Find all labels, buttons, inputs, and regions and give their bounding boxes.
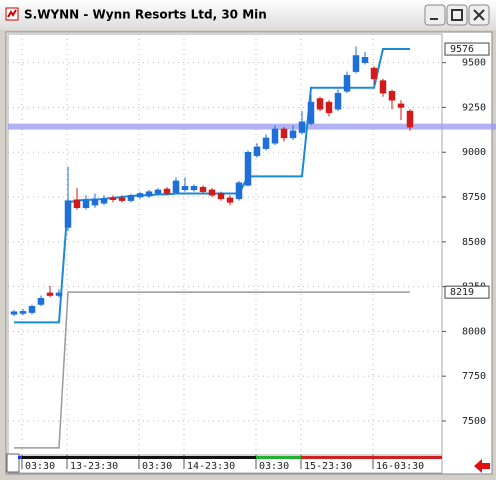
candle-body [316, 98, 324, 110]
candle-body [352, 55, 360, 72]
candle-body [136, 193, 144, 198]
y-tick-label: 9500 [462, 58, 486, 69]
candle-body [55, 292, 63, 296]
y-tick-label: 8000 [462, 326, 486, 337]
candle-body [379, 80, 387, 94]
y-tick-label: 7500 [462, 416, 486, 427]
candle-body [361, 57, 369, 63]
plot-area [7, 33, 443, 456]
last-price-box [444, 285, 490, 299]
x-tick-label: 03:30 [259, 461, 289, 472]
candle-body [235, 182, 243, 200]
candle-body [370, 67, 378, 80]
candle-body [163, 188, 171, 194]
candle-body [64, 200, 72, 228]
minimize-button[interactable] [424, 4, 446, 26]
candle-body [19, 311, 27, 314]
indicator-line [14, 291, 410, 449]
last-price-label: 8219 [450, 287, 474, 298]
candle-body [37, 297, 45, 305]
candle-body [388, 91, 396, 101]
candle-body [199, 186, 207, 192]
session-bar [256, 456, 301, 459]
last-price-label: 9576 [450, 44, 474, 55]
session-bar [373, 456, 442, 459]
candle-body [28, 306, 36, 313]
title-bar [0, 0, 496, 30]
candle-body [127, 194, 135, 201]
candle-body [343, 74, 351, 92]
candle-body [109, 197, 117, 200]
candle-body [154, 189, 162, 194]
candle-body [271, 128, 279, 144]
session-bar [67, 456, 139, 459]
candle-body [91, 198, 99, 206]
candle-body [100, 198, 108, 204]
session-bar [22, 456, 67, 459]
close-glyph [473, 9, 485, 21]
y-tick-label: 9250 [462, 102, 486, 113]
candle-body [325, 101, 333, 114]
candle-body [10, 311, 18, 315]
candle-body [226, 197, 234, 203]
candle-body [172, 180, 180, 193]
candle-body [406, 110, 414, 128]
candle-body [118, 197, 126, 201]
x-tick-label: 03:30 [25, 461, 55, 472]
candle-body [82, 200, 90, 209]
y-tick-label: 9000 [462, 147, 486, 158]
candle-body [280, 128, 288, 139]
session-bar [18, 456, 22, 459]
session-bar [139, 456, 184, 459]
candle-body [46, 292, 54, 296]
session-bar [301, 456, 373, 459]
maximize-button[interactable] [446, 4, 468, 26]
candle-body [334, 92, 342, 110]
maximize-glyph [451, 9, 463, 21]
candle-body [307, 101, 315, 124]
candle-body [253, 146, 261, 157]
last-price-box [444, 42, 490, 56]
window-buttons[interactable] [424, 4, 490, 26]
candle-body [208, 189, 216, 196]
candle-body [73, 199, 81, 209]
session-bar [184, 456, 256, 459]
x-tick-label: 03:30 [142, 461, 172, 472]
candle-body [190, 186, 198, 191]
x-tick-label: 13-23:30 [70, 461, 118, 472]
x-tick-label: 16-03:30 [376, 461, 424, 472]
y-tick-label: 8500 [462, 237, 486, 248]
candle-body [217, 193, 225, 200]
candle-body [181, 186, 189, 191]
candle-body [244, 151, 252, 186]
candle-body [145, 191, 153, 197]
candle-body [397, 103, 405, 108]
candle-body [262, 137, 270, 149]
scroll-box[interactable] [6, 453, 20, 473]
y-tick-label: 7750 [462, 371, 486, 382]
x-tick-label: 14-23:30 [187, 461, 235, 472]
plot-layer: 75007750800082508500875090009250950003:3… [8, 34, 496, 472]
y-tick-label: 8750 [462, 192, 486, 203]
candle-body [289, 130, 297, 139]
scroll-arrow[interactable] [474, 459, 490, 473]
candle-body [298, 121, 306, 133]
app-icon-glyph [7, 9, 17, 18]
x-tick-label: 15-23:30 [304, 461, 352, 472]
window-title: S.WYNN - Wynn Resorts Ltd, 30 Min [24, 8, 267, 22]
